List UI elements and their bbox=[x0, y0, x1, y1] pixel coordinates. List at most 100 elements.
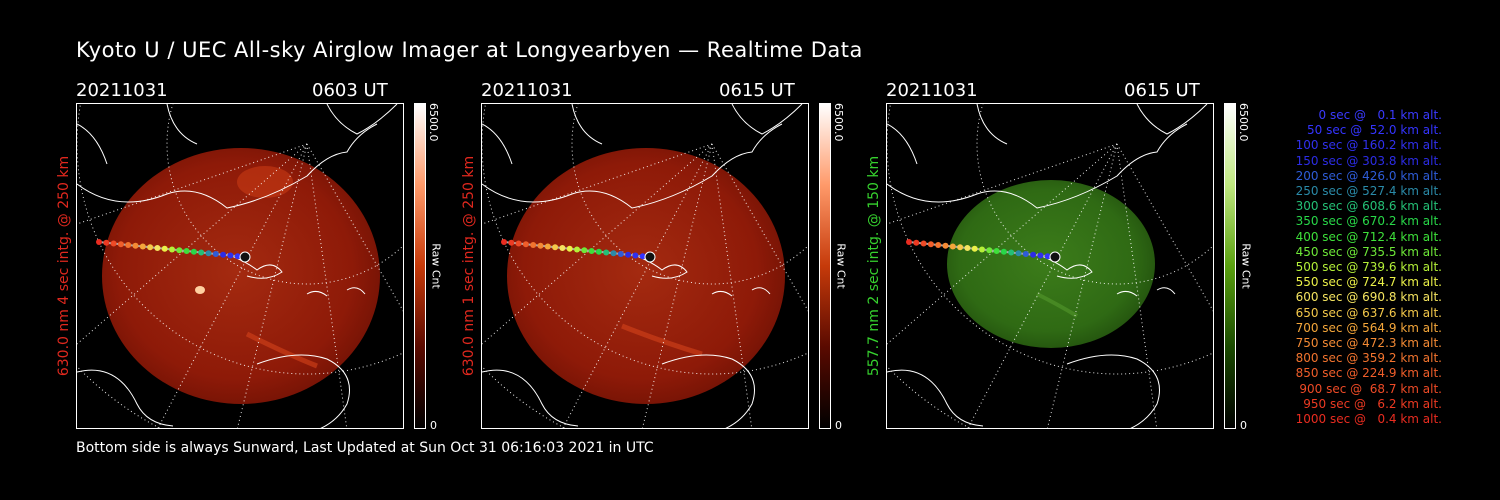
legend-item: 900 sec @ 68.7 km alt. bbox=[1299, 381, 1442, 396]
legend-item: 450 sec @ 735.5 km alt. bbox=[1295, 244, 1442, 259]
trajectory-point bbox=[198, 249, 205, 256]
legend-item: 200 sec @ 426.0 km alt. bbox=[1295, 168, 1442, 183]
legend-item: 1000 sec @ 0.4 km alt. bbox=[1295, 412, 1442, 427]
trajectory-point bbox=[610, 250, 617, 257]
trajectory-point bbox=[1022, 251, 1029, 257]
trajectory-point bbox=[169, 246, 175, 253]
trajectory-point bbox=[544, 243, 551, 250]
legend-item: 50 sec @ 52.0 km alt. bbox=[1307, 123, 1442, 138]
panel-time: 0615 UT bbox=[1124, 80, 1200, 101]
trajectory-point bbox=[964, 245, 971, 251]
panel-wavelength-label: 630.0 nm 4 sec intg. @ 250 km bbox=[56, 155, 72, 377]
legend-item: 600 sec @ 690.8 km alt. bbox=[1295, 290, 1442, 305]
trajectory-point bbox=[559, 245, 566, 251]
panel-wavelength-label: 630.0 nm 1 sec intg. @ 250 km bbox=[461, 155, 477, 377]
allsky-image bbox=[886, 103, 1214, 429]
trajectory-point bbox=[234, 253, 241, 260]
legend-item: 850 sec @ 224.9 km alt. bbox=[1295, 366, 1442, 381]
colorbar-label: Raw Cnt bbox=[834, 243, 848, 289]
colorbar-max: 6500.0 bbox=[427, 103, 440, 142]
trajectory-point bbox=[949, 243, 956, 250]
trajectory-point bbox=[639, 253, 646, 260]
panel-time: 0603 UT bbox=[312, 80, 388, 101]
panel-wavelength-label: 557.7 nm 2 sec intg. @ 150 km bbox=[866, 155, 882, 377]
allsky-image bbox=[76, 103, 404, 429]
panel-date: 20211031 bbox=[481, 80, 573, 101]
trajectory-point bbox=[190, 248, 197, 255]
trajectory-point bbox=[154, 245, 161, 251]
trajectory-point bbox=[566, 245, 573, 252]
trajectory-point bbox=[603, 249, 610, 256]
trajectory-point bbox=[986, 247, 993, 254]
trajectory-point bbox=[147, 244, 154, 251]
trajectory-point bbox=[1044, 253, 1051, 260]
trajectory-point bbox=[625, 251, 632, 258]
trajectory-point bbox=[176, 247, 183, 254]
trajectory-point bbox=[971, 245, 978, 252]
colorbar-min: 0 bbox=[430, 419, 437, 432]
trajectory-point bbox=[522, 241, 529, 248]
colorbar bbox=[414, 103, 426, 429]
legend-item: 250 sec @ 527.4 km alt. bbox=[1295, 184, 1442, 199]
trajectory-point bbox=[1015, 250, 1022, 257]
trajectory-point bbox=[935, 242, 942, 248]
trajectory-point bbox=[920, 240, 927, 247]
trajectory-point bbox=[1008, 249, 1015, 256]
colorbar-min: 0 bbox=[835, 419, 842, 432]
legend-item: 950 sec @ 6.2 km alt. bbox=[1303, 396, 1442, 411]
colorbar-max: 6500.0 bbox=[1237, 103, 1250, 142]
footer-note: Bottom side is always Sunward, Last Upda… bbox=[76, 440, 654, 456]
trajectory-point bbox=[125, 242, 132, 248]
trajectory-point bbox=[617, 251, 624, 257]
panel-time: 0615 UT bbox=[719, 80, 795, 101]
trajectory-track bbox=[96, 239, 248, 260]
legend-item: 500 sec @ 739.6 km alt. bbox=[1295, 260, 1442, 275]
legend-item: 800 sec @ 359.2 km alt. bbox=[1295, 351, 1442, 366]
trajectory-point bbox=[161, 245, 168, 252]
trajectory-point bbox=[574, 246, 580, 253]
legend-item: 350 sec @ 670.2 km alt. bbox=[1295, 214, 1442, 229]
trajectory-point bbox=[581, 247, 588, 254]
trajectory-point bbox=[1030, 251, 1037, 258]
legend-item: 300 sec @ 608.6 km alt. bbox=[1295, 199, 1442, 214]
colorbar-label: Raw Cnt bbox=[429, 243, 443, 289]
panel-date: 20211031 bbox=[76, 80, 168, 101]
trajectory-point bbox=[595, 248, 602, 255]
trajectory-point bbox=[515, 240, 522, 247]
colorbar-label: Raw Cnt bbox=[1239, 243, 1253, 289]
trajectory-point bbox=[183, 248, 190, 254]
trajectory-point bbox=[205, 250, 212, 257]
trajectory-point bbox=[117, 241, 124, 248]
trajectory-point bbox=[530, 242, 537, 248]
trajectory-point bbox=[957, 244, 964, 251]
allsky-image bbox=[481, 103, 809, 429]
colorbar-max: 6500.0 bbox=[832, 103, 845, 142]
trajectory-point bbox=[508, 239, 515, 246]
trajectory-point bbox=[906, 239, 912, 245]
trajectory-point bbox=[537, 242, 544, 249]
trajectory-point bbox=[913, 239, 920, 246]
trajectory-point bbox=[212, 251, 219, 257]
legend-item: 650 sec @ 637.6 km alt. bbox=[1295, 305, 1442, 320]
legend-item: 100 sec @ 160.2 km alt. bbox=[1295, 138, 1442, 153]
trajectory-point bbox=[993, 248, 1000, 254]
legend-item: 400 sec @ 712.4 km alt. bbox=[1295, 229, 1442, 244]
trajectory-point bbox=[110, 240, 117, 247]
trajectory-point bbox=[103, 239, 110, 246]
trajectory-point bbox=[220, 251, 227, 258]
trajectory-point bbox=[942, 242, 949, 249]
legend-item: 150 sec @ 303.8 km alt. bbox=[1295, 153, 1442, 168]
legend-item: 750 sec @ 472.3 km alt. bbox=[1295, 336, 1442, 351]
trajectory-point bbox=[588, 248, 595, 254]
trajectory-point bbox=[1037, 252, 1044, 259]
legend-item: 0 sec @ 0.1 km alt. bbox=[1318, 108, 1443, 122]
trajectory-point bbox=[552, 244, 559, 251]
legend-item: 700 sec @ 564.9 km alt. bbox=[1295, 320, 1442, 335]
trajectory-point bbox=[227, 252, 234, 259]
page-title: Kyoto U / UEC All-sky Airglow Imager at … bbox=[76, 38, 863, 62]
trajectory-point bbox=[979, 246, 985, 253]
trajectory-point bbox=[501, 239, 507, 245]
colorbar-min: 0 bbox=[1240, 419, 1247, 432]
colorbar bbox=[1224, 103, 1236, 429]
trajectory-point bbox=[96, 239, 102, 245]
